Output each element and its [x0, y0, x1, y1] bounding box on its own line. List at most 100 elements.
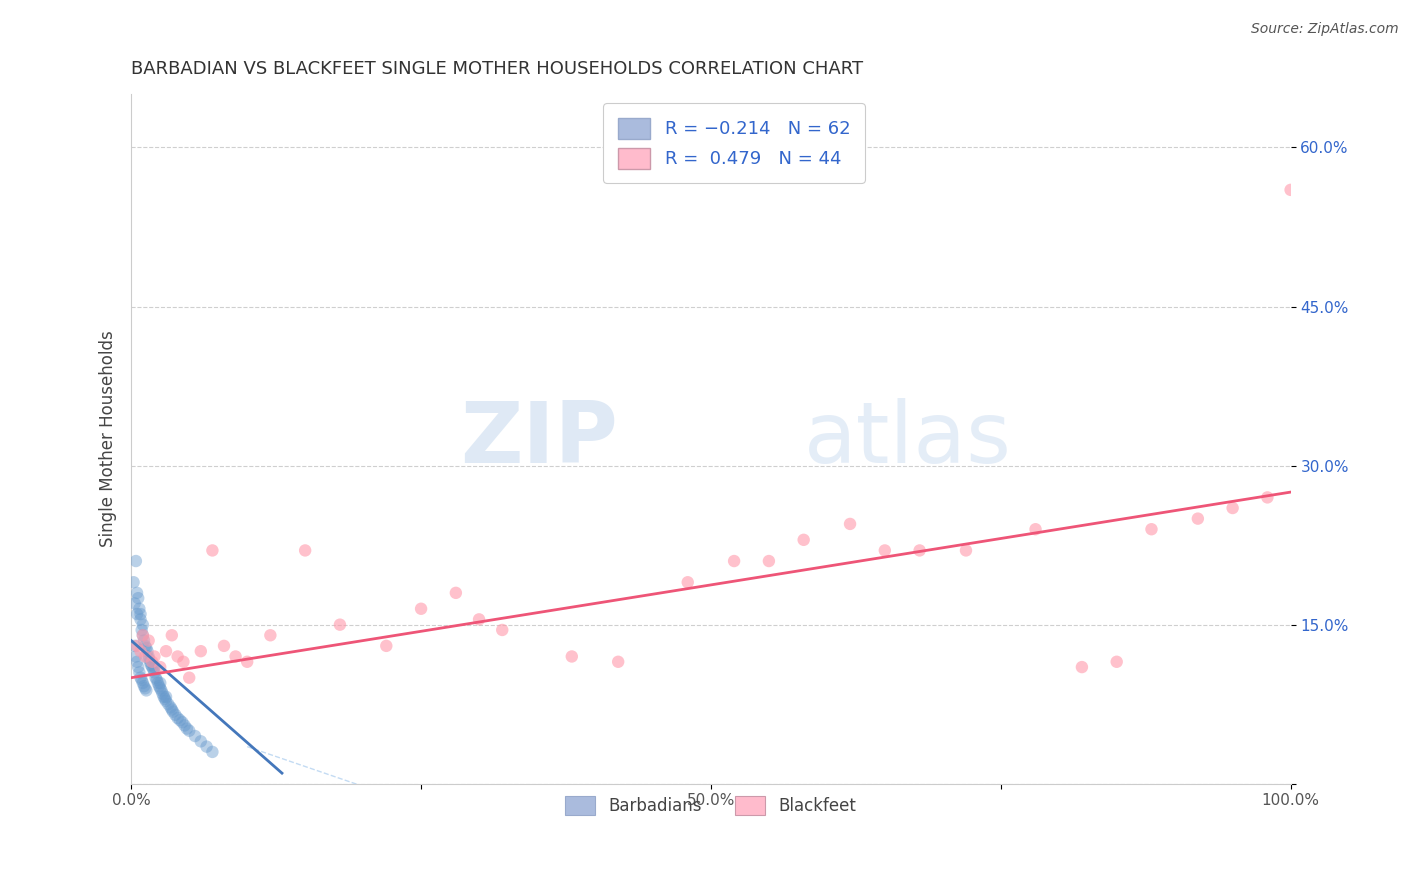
Point — [132, 679, 155, 693]
Point — [125, 649, 148, 664]
Point — [607, 655, 630, 669]
Point — [259, 628, 281, 642]
Point — [375, 639, 398, 653]
Point — [127, 591, 149, 606]
Point — [138, 651, 160, 665]
Point — [793, 533, 815, 547]
Point — [153, 692, 176, 706]
Point — [143, 660, 166, 674]
Point — [201, 543, 224, 558]
Point — [125, 639, 148, 653]
Point — [1105, 655, 1128, 669]
Point — [138, 649, 160, 664]
Point — [1070, 660, 1092, 674]
Point — [172, 655, 194, 669]
Legend: Barbadians, Blackfeet: Barbadians, Blackfeet — [557, 788, 865, 823]
Point — [142, 662, 165, 676]
Point — [1025, 522, 1047, 536]
Point — [839, 516, 862, 531]
Point — [179, 671, 201, 685]
Point — [128, 601, 150, 615]
Point — [149, 660, 172, 674]
Point — [294, 543, 316, 558]
Point — [149, 676, 172, 690]
Point — [124, 597, 146, 611]
Y-axis label: Single Mother Households: Single Mother Households — [100, 331, 117, 548]
Point — [561, 649, 583, 664]
Point — [125, 586, 148, 600]
Point — [212, 639, 235, 653]
Point — [190, 644, 212, 658]
Point — [166, 711, 188, 725]
Point — [179, 723, 201, 738]
Point — [143, 665, 166, 680]
Point — [723, 554, 745, 568]
Point — [758, 554, 780, 568]
Point — [149, 681, 172, 696]
Point — [157, 697, 180, 711]
Point — [129, 607, 152, 621]
Point — [444, 586, 467, 600]
Point — [148, 679, 170, 693]
Point — [908, 543, 931, 558]
Point — [138, 633, 160, 648]
Point — [1256, 491, 1278, 505]
Point — [135, 640, 157, 655]
Point — [134, 649, 156, 664]
Point — [166, 649, 188, 664]
Point — [159, 700, 181, 714]
Point — [155, 690, 177, 704]
Point — [129, 612, 152, 626]
Point — [172, 715, 194, 730]
Point — [201, 745, 224, 759]
Point — [132, 628, 155, 642]
Point — [184, 729, 207, 743]
Point — [131, 673, 153, 687]
Text: atlas: atlas — [804, 398, 1012, 481]
Point — [143, 649, 166, 664]
Point — [141, 655, 163, 669]
Point — [873, 543, 896, 558]
Point — [127, 660, 149, 674]
Point — [491, 623, 513, 637]
Point — [145, 673, 167, 687]
Point — [150, 683, 173, 698]
Point — [134, 639, 156, 653]
Point — [125, 607, 148, 621]
Point — [468, 612, 491, 626]
Point — [129, 671, 152, 685]
Point — [1187, 511, 1209, 525]
Point — [409, 601, 432, 615]
Text: ZIP: ZIP — [460, 398, 619, 481]
Point — [131, 623, 153, 637]
Point — [132, 676, 155, 690]
Point — [225, 649, 247, 664]
Point — [132, 633, 155, 648]
Point — [955, 543, 977, 558]
Point — [145, 671, 167, 685]
Point — [169, 713, 191, 727]
Point — [1222, 501, 1244, 516]
Point — [162, 705, 184, 719]
Point — [329, 617, 352, 632]
Point — [1140, 522, 1163, 536]
Point — [155, 694, 177, 708]
Point — [141, 660, 163, 674]
Point — [146, 676, 169, 690]
Point — [139, 657, 162, 672]
Point — [173, 718, 195, 732]
Point — [135, 683, 157, 698]
Point — [128, 665, 150, 680]
Point — [132, 628, 155, 642]
Point — [124, 639, 146, 653]
Point — [1279, 183, 1302, 197]
Point — [125, 655, 148, 669]
Point — [160, 628, 183, 642]
Point — [122, 575, 145, 590]
Point — [132, 617, 155, 632]
Text: Source: ZipAtlas.com: Source: ZipAtlas.com — [1251, 22, 1399, 37]
Point — [136, 644, 159, 658]
Point — [134, 681, 156, 696]
Point — [190, 734, 212, 748]
Point — [676, 575, 699, 590]
